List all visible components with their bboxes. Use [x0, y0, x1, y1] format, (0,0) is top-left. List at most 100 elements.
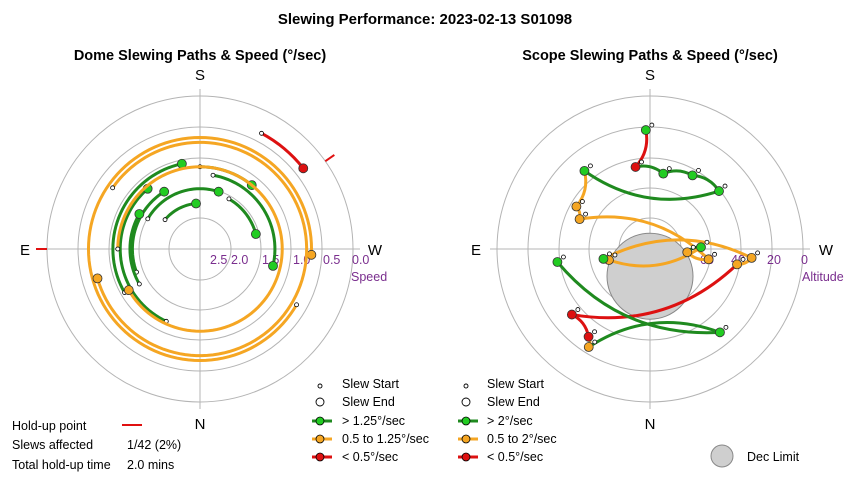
scope-dir-left: E	[471, 242, 481, 259]
scope-point-5	[579, 165, 590, 176]
dome-slew-start-0-7	[136, 281, 142, 287]
dome-legend: Slew Start Slew End > 1.25°/sec 0.5 to 1…	[312, 377, 429, 464]
dome-slew-end-0-7	[134, 209, 145, 219]
dome-slew-start-2-0	[259, 130, 264, 136]
scope-slew-start-7	[583, 211, 588, 217]
slews-affected-label: Slews affected	[12, 438, 93, 452]
dome-data	[36, 130, 335, 363]
scope-point-8	[703, 254, 714, 265]
scope-legend-slow: < 0.5°/sec	[487, 450, 543, 464]
scope-slew-start-1	[639, 159, 644, 165]
scope-tick-20: 20	[767, 253, 781, 267]
scope-point-15	[566, 309, 577, 320]
scope-slew-start-2	[666, 166, 672, 172]
scope-title: Scope Slewing Paths & Speed (°/sec)	[522, 48, 778, 64]
dec-limit-legend-marker	[710, 444, 734, 468]
scope-point-10	[696, 242, 706, 253]
dome-slew-end-0-2	[159, 186, 170, 197]
scope-dir-bottom: N	[645, 416, 656, 433]
dome-tick-2.5: 2.5	[210, 253, 227, 267]
dec-limit-zone	[606, 232, 694, 320]
dome-path-0-3	[212, 173, 277, 267]
dome-slew-start-1-2	[110, 185, 116, 191]
legend-start-marker	[317, 383, 323, 389]
scope-point-4	[714, 186, 724, 196]
dome-tick-0.5: 0.5	[323, 253, 340, 267]
scope-point-2	[658, 168, 669, 179]
dome-slew-end-0-3	[268, 260, 278, 271]
dome-tick-0.0: 0.0	[352, 253, 369, 267]
scope-point-14	[732, 259, 742, 270]
total-holdup-label: Total hold-up time	[12, 458, 111, 472]
scope-slew-start-13	[755, 250, 761, 256]
scope-point-6	[571, 201, 582, 212]
dome-slew-end-2-0	[298, 163, 309, 174]
dome-radial-label: Speed	[351, 270, 387, 284]
scope-point-18	[715, 327, 725, 338]
scope-legend: Slew Start Slew End > 2°/sec 0.5 to 2°/s…	[458, 377, 800, 468]
scope-slew-start-18	[723, 324, 729, 330]
dome-slew-start-0-1	[145, 216, 151, 222]
scope-slew-start-17	[592, 339, 598, 345]
dome-legend-fast: > 1.25°/sec	[342, 414, 405, 428]
dome-slew-end-1-1	[123, 285, 134, 296]
legend-medium-marker	[315, 434, 325, 444]
dome-path-2-0	[260, 131, 305, 170]
scope-legend-medium-marker	[461, 434, 471, 444]
scope-point-3	[687, 170, 698, 181]
scope-point-9	[682, 247, 693, 258]
dome-dir-right: W	[368, 242, 383, 259]
scope-legend-fast-marker	[461, 416, 471, 426]
scope-legend-end: Slew End	[487, 395, 540, 409]
dome-tick-2.0: 2.0	[231, 253, 248, 267]
legend-fast-marker	[315, 416, 325, 426]
dome-path-1-0	[86, 135, 314, 363]
scope-slew-start-15	[575, 307, 581, 312]
scope-legend-slow-marker	[461, 452, 471, 462]
scope-panel: Scope Slewing Paths & Speed (°/sec) S N …	[471, 48, 844, 433]
scope-slew-start-0	[649, 122, 655, 128]
scope-legend-start-marker	[463, 383, 469, 389]
scope-path-4	[583, 169, 720, 201]
dome-legend-slow: < 0.5°/sec	[342, 450, 398, 464]
dome-slew-start-0-4	[226, 196, 232, 202]
scope-point-17	[583, 342, 594, 352]
scope-slew-start-9	[690, 244, 696, 250]
holdup-info: Hold-up point Slews affected 1/42 (2%) T…	[12, 419, 181, 472]
dome-title: Dome Slewing Paths & Speed (°/sec)	[74, 48, 327, 64]
scope-path-12	[602, 238, 753, 261]
dome-slew-end-1-0	[306, 249, 317, 260]
legend-end-marker	[315, 397, 325, 407]
scope-point-1	[630, 162, 641, 172]
scope-data	[552, 122, 761, 352]
scope-slew-start-10	[704, 239, 710, 245]
dome-path-1-1	[116, 165, 284, 333]
figure-title: Slewing Performance: 2023-02-13 S01098	[278, 11, 572, 28]
scope-point-7	[574, 214, 585, 225]
dome-dir-left: E	[20, 242, 30, 259]
scope-legend-start: Slew Start	[487, 377, 544, 391]
scope-dir-right: W	[819, 242, 834, 259]
scope-point-13	[746, 252, 757, 263]
dome-slew-start-1-1	[115, 246, 121, 252]
scope-slew-start-6	[579, 199, 585, 204]
dome-slew-start-1-0	[294, 302, 299, 308]
scope-point-12	[598, 253, 609, 264]
dome-path-0-0	[163, 202, 197, 221]
dome-slew-start-0-0	[162, 217, 168, 223]
total-holdup-value: 2.0 mins	[127, 458, 174, 472]
scope-slew-start-3	[696, 167, 701, 173]
scope-legend-fast: > 2°/sec	[487, 414, 533, 428]
dome-path-0-4	[228, 197, 258, 235]
dome-panel: Dome Slewing Paths & Speed (°/sec) S N E…	[20, 48, 387, 433]
slews-affected-value: 1/42 (2%)	[127, 438, 181, 452]
scope-legend-dec-limit: Dec Limit	[747, 450, 800, 464]
scope-slew-start-4	[722, 183, 728, 189]
dome-path-0-2	[130, 190, 166, 273]
holdup-label: Hold-up point	[12, 419, 87, 433]
scope-dir-top: S	[645, 67, 655, 84]
dome-path-0-5	[118, 187, 167, 323]
dome-path-1-2	[96, 140, 309, 358]
dome-holdup-mark-0	[324, 154, 335, 163]
